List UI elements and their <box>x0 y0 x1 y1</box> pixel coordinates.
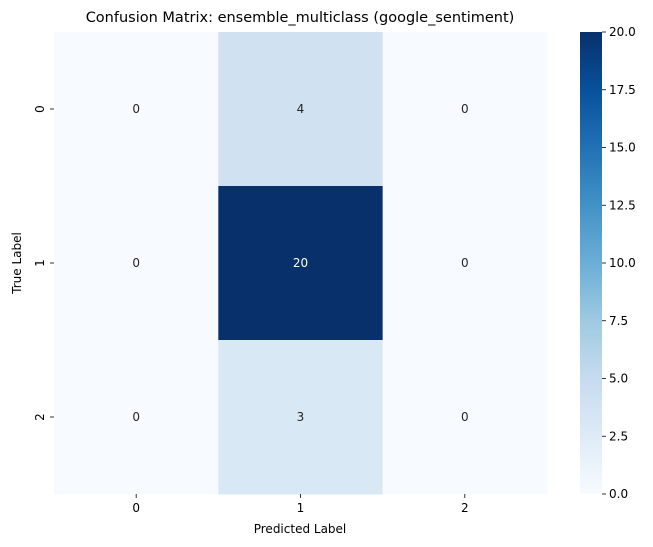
cell-value: 0 <box>132 256 140 270</box>
y-axis: 0 1 2 <box>33 105 54 421</box>
colorbar-tick-label: 17.5 <box>609 83 636 97</box>
colorbar-tick-label: 20.0 <box>609 25 636 39</box>
colorbar-tick-label: 12.5 <box>609 198 636 212</box>
y-tick-label: 0 <box>33 105 47 113</box>
heatmap-cell <box>382 340 548 495</box>
cell-value: 0 <box>132 410 140 424</box>
heatmap-cell <box>382 32 548 187</box>
colorbar-tick-label: 10.0 <box>609 256 636 270</box>
x-axis-label: Predicted Label <box>254 522 347 536</box>
cell-value: 0 <box>461 256 469 270</box>
x-axis: 0 1 2 <box>132 494 469 515</box>
y-tick-label: 1 <box>33 259 47 267</box>
cell-value: 0 <box>461 410 469 424</box>
heatmap-cells <box>54 32 548 495</box>
chart-title: Confusion Matrix: ensemble_multiclass (g… <box>86 10 515 26</box>
heatmap-cell <box>218 340 384 495</box>
cell-value: 0 <box>461 102 469 116</box>
cell-annotations: 0 4 0 0 20 0 0 3 0 <box>132 102 468 424</box>
heatmap-cell <box>382 186 548 341</box>
x-tick-label: 2 <box>461 501 469 515</box>
x-tick-label: 0 <box>132 501 140 515</box>
colorbar-ticks: 0.0 2.5 5.0 7.5 10.0 12.5 15.0 17.5 20.0 <box>602 25 636 501</box>
colorbar <box>580 32 602 494</box>
cell-value: 4 <box>297 102 305 116</box>
y-tick-label: 2 <box>33 413 47 421</box>
colorbar-tick-label: 15.0 <box>609 141 636 155</box>
heatmap-cell <box>218 186 384 341</box>
heatmap-cell <box>54 186 219 341</box>
colorbar-tick-label: 7.5 <box>609 314 628 328</box>
cell-value: 20 <box>293 256 308 270</box>
y-axis-label: True Label <box>10 232 24 295</box>
colorbar-tick-label: 2.5 <box>609 429 628 443</box>
heatmap-cell <box>218 32 384 187</box>
cell-value: 3 <box>297 410 305 424</box>
colorbar-tick-label: 5.0 <box>609 372 628 386</box>
colorbar-tick-label: 0.0 <box>609 487 628 501</box>
heatmap-cell <box>54 340 219 495</box>
heatmap-cell <box>54 32 219 187</box>
cell-value: 0 <box>132 102 140 116</box>
x-tick-label: 1 <box>297 501 305 515</box>
